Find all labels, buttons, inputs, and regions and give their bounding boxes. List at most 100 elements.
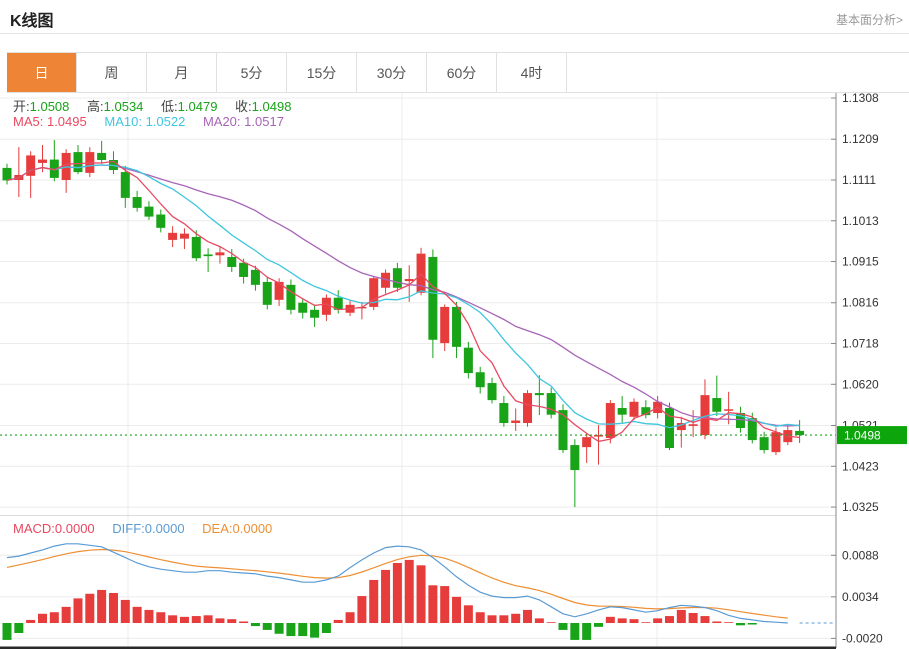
candlestick[interactable] [239,262,249,277]
interval-tab-60分[interactable]: 60分 [427,53,497,92]
candlestick[interactable] [73,152,83,173]
candlestick[interactable] [475,372,485,388]
candlestick[interactable] [747,418,757,441]
candlestick[interactable] [179,233,189,239]
candlestick[interactable] [617,408,627,415]
candlestick[interactable] [274,281,284,300]
macd-histogram-bar [73,598,83,623]
macd-histogram-bar [250,623,260,627]
candlestick[interactable] [641,407,651,416]
candlestick[interactable] [570,445,580,471]
candlestick[interactable] [120,172,130,198]
macd-histogram-bar [475,612,485,623]
candlestick[interactable] [676,423,686,431]
axis-tick-label: 0.0034 [842,590,879,604]
ohlc-low: 低:1.0479 [161,99,218,114]
macd-histogram-bar [487,615,497,623]
candlestick[interactable] [594,435,603,437]
candlestick[interactable] [2,167,12,181]
candlestick[interactable] [250,269,260,285]
candlestick[interactable] [97,152,107,161]
candlestick[interactable] [392,268,402,288]
macd-readout: MACD:0.0000 [13,521,95,536]
candlestick[interactable] [428,256,438,340]
fundamental-analysis-link[interactable]: 基本面分析> [835,13,903,27]
macd-histogram-bar [617,618,627,623]
ohlc-high: 高:1.0534 [87,99,144,114]
candlestick[interactable] [262,281,272,305]
axis-tick-label: 1.1308 [842,91,879,105]
candlestick[interactable] [215,252,225,256]
candlestick[interactable] [499,403,509,424]
ma5-line [6,160,800,443]
interval-tab-周[interactable]: 周 [77,53,147,92]
ohlc-open: 开:1.0508 [13,99,70,114]
candlestick[interactable] [759,437,769,451]
candlestick[interactable] [795,430,805,436]
candlestick[interactable] [582,437,592,448]
ma10-line [6,164,800,429]
candlestick[interactable] [452,306,462,347]
candlestick[interactable] [286,284,296,310]
macd-histogram-bar [582,623,592,640]
axis-tick-label: 1.0620 [842,377,879,391]
macd-histogram-bar [85,593,95,623]
candlestick[interactable] [688,424,698,426]
candlestick[interactable] [771,432,781,453]
macd-histogram-bar [227,619,237,623]
candlestick[interactable] [605,403,615,438]
candlestick[interactable] [712,398,722,412]
macd-histogram-bar [688,613,698,623]
macd-histogram-bar [594,623,603,627]
macd-histogram-bar [724,622,734,623]
candlestick[interactable] [49,159,59,178]
candlestick[interactable] [523,393,533,424]
candlestick[interactable] [487,383,497,401]
macd-histogram-bar [416,565,426,623]
axis-tick-label: -0.0020 [842,631,883,645]
current-price-badge-text: 1.0498 [844,429,881,443]
candlestick[interactable] [227,256,237,267]
candlestick[interactable] [333,297,343,310]
candlestick[interactable] [511,420,521,424]
interval-tab-月[interactable]: 月 [147,53,217,92]
candlestick[interactable] [369,278,379,307]
candlestick[interactable] [132,197,142,208]
candlestick[interactable] [724,409,734,411]
macd-histogram-bar [144,609,154,623]
candlestick[interactable] [298,302,308,313]
candlestick[interactable] [156,214,166,228]
macd-histogram-bar [546,622,556,623]
interval-tab-30分[interactable]: 30分 [357,53,427,92]
interval-tab-日[interactable]: 日 [7,53,77,92]
diff-line [6,543,788,624]
candlestick[interactable] [168,232,178,240]
candlestick[interactable] [381,272,391,288]
macd-histogram-bar [404,559,414,623]
candlestick[interactable] [546,393,556,415]
candlestick[interactable] [416,253,426,293]
candlestick[interactable] [321,297,331,315]
candlestick[interactable] [26,155,36,176]
macd-histogram-bar [511,613,521,623]
candlestick[interactable] [534,393,544,396]
candlestick[interactable] [558,410,568,451]
macd-histogram-bar [26,619,36,623]
macd-histogram-bar [239,621,249,623]
candlestick[interactable] [629,401,639,417]
interval-tab-15分[interactable]: 15分 [287,53,357,92]
candlestick[interactable] [203,254,213,257]
candlestick[interactable] [37,159,47,163]
candlestick[interactable] [310,309,320,318]
candlestick[interactable] [735,413,745,429]
candlestick[interactable] [700,395,710,436]
macd-histogram-bar [558,623,568,630]
candlestick[interactable] [144,206,154,217]
candlestick[interactable] [191,236,201,259]
candlestick[interactable] [463,347,473,374]
interval-tab-4时[interactable]: 4时 [497,53,567,92]
interval-tab-5分[interactable]: 5分 [217,53,287,92]
candlestick[interactable] [440,306,450,344]
candlestick[interactable] [404,279,414,282]
